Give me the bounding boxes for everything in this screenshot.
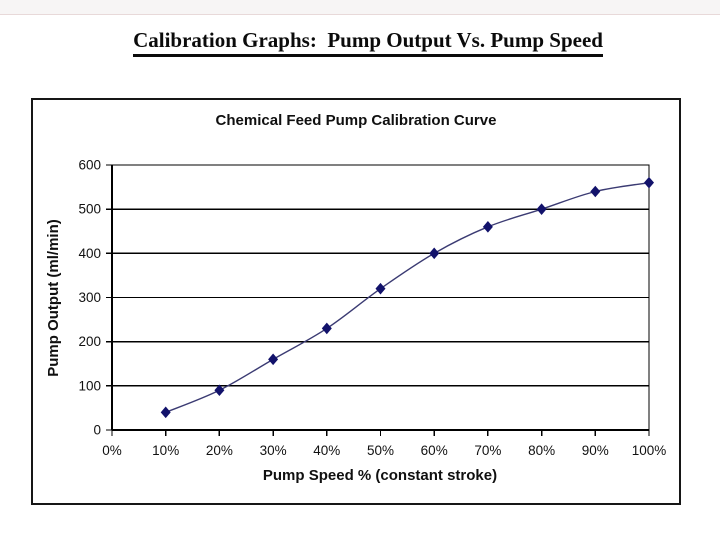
chart-container: Chemical Feed Pump Calibration Curve Pum…: [31, 98, 681, 505]
chart-title: Chemical Feed Pump Calibration Curve: [215, 112, 497, 129]
x-tick-label: 30%: [260, 443, 287, 458]
series-line: [165, 181, 650, 413]
x-tick-label: 90%: [582, 443, 609, 458]
x-tick-label: 20%: [206, 443, 233, 458]
y-tick-label: 600: [78, 158, 101, 173]
page-title-text: Calibration Graphs: Pump Output Vs. Pump…: [133, 28, 603, 57]
data-point-marker: [590, 185, 601, 198]
y-tick-label: 500: [78, 202, 101, 217]
y-tick-label: 0: [93, 423, 101, 438]
data-point-marker: [321, 322, 332, 335]
data-point-marker: [375, 282, 386, 295]
data-point-marker: [536, 203, 547, 215]
data-point-marker: [268, 353, 279, 366]
top-strip: [0, 0, 720, 15]
x-tick-label: 0%: [102, 443, 122, 458]
data-point-marker: [644, 176, 654, 189]
x-tick-label: 100%: [632, 443, 667, 458]
x-axis-title: Pump Speed % (constant stroke): [262, 467, 498, 484]
data-point-marker: [214, 384, 225, 397]
x-tick-label: 60%: [421, 443, 448, 458]
data-point-marker: [160, 406, 171, 419]
y-tick-label: 400: [78, 246, 101, 261]
x-tick-label: 40%: [313, 443, 340, 458]
y-tick-label: 200: [78, 334, 101, 349]
data-point-marker: [482, 221, 493, 233]
data-point-marker: [429, 247, 440, 260]
x-tick-label: 70%: [474, 443, 501, 458]
y-tick-label: 300: [78, 290, 101, 305]
page-title: Calibration Graphs: Pump Output Vs. Pump…: [0, 28, 720, 57]
y-tick-label: 100: [78, 378, 101, 393]
x-tick-label: 10%: [152, 443, 179, 458]
x-tick-label: 50%: [367, 443, 394, 458]
calibration-chart: 0 100 200 300 400 500 600 0% 10% 20% 30% 40% 50% 60% 7…: [78, 158, 667, 459]
x-tick-label: 80%: [528, 443, 555, 458]
